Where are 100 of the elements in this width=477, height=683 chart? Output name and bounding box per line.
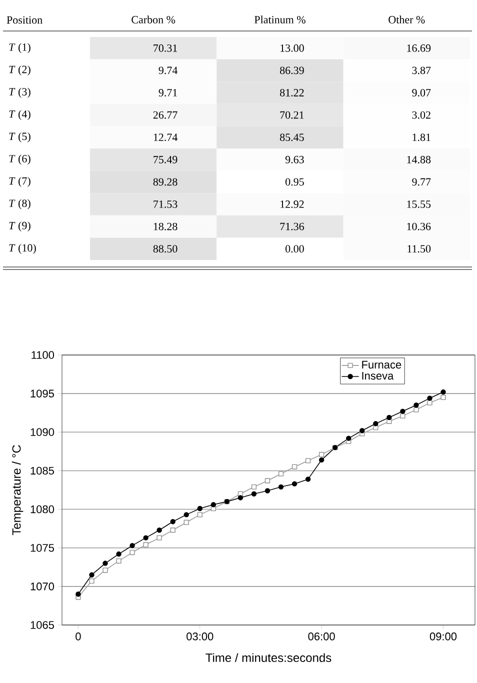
point — [210, 502, 216, 508]
data-label: 3.87 — [412, 66, 431, 74]
y-tick-label: 1070 — [30, 582, 54, 590]
point — [170, 528, 176, 533]
y-tick-label: T (4) — [9, 110, 30, 120]
point — [251, 484, 257, 490]
y-tick-label: 1090 — [30, 428, 54, 436]
y-tick-label: T (6) — [9, 154, 30, 165]
data-label: 89.28 — [153, 178, 178, 186]
x-axis-title: Time / minutes:seconds — [206, 653, 332, 662]
legend-label: Furnace — [362, 360, 402, 369]
data-label: 81.22 — [280, 89, 304, 96]
point — [130, 542, 135, 548]
data-label: 1.81 — [412, 134, 430, 142]
y-tick-label: 1095 — [30, 390, 54, 398]
data-label: 9.71 — [158, 89, 177, 96]
y-tick-label: T (2) — [9, 65, 30, 76]
point — [305, 458, 311, 464]
x-tick-label: Other % — [388, 16, 425, 24]
y-tick-label: 1080 — [30, 505, 54, 514]
point — [278, 484, 284, 490]
y-tick-label: 1100 — [32, 351, 54, 359]
data-label: 11.50 — [408, 245, 431, 253]
point — [184, 520, 189, 525]
point — [238, 495, 244, 500]
point — [197, 512, 202, 518]
x-tick-label: 06:00 — [308, 632, 335, 640]
y-tick-label: T (8) — [9, 199, 30, 210]
point — [89, 578, 94, 584]
data-label: 75.49 — [154, 156, 178, 164]
point — [251, 491, 257, 496]
point — [102, 560, 108, 566]
point — [143, 542, 148, 548]
y-tick-label: T (5) — [9, 132, 30, 142]
point — [184, 512, 189, 518]
point — [318, 452, 324, 458]
point — [360, 428, 365, 434]
point — [89, 572, 94, 578]
data-label: 18.28 — [154, 222, 178, 230]
point — [156, 535, 162, 540]
data-label: 9.07 — [412, 89, 431, 96]
x-tick-label: Carbon % — [132, 16, 176, 24]
point — [318, 457, 324, 463]
data-label: 0.00 — [286, 245, 304, 253]
y-tick-label: T (10) — [9, 244, 36, 254]
x-tick-label: 09:00 — [430, 632, 457, 640]
point — [373, 421, 378, 426]
data-label: 16.69 — [407, 44, 431, 52]
data-label: 26.77 — [153, 111, 178, 119]
y-tick-label: 1085 — [30, 466, 54, 475]
point — [400, 408, 406, 414]
point — [414, 407, 419, 412]
data-label: 12.74 — [154, 134, 178, 142]
point — [197, 506, 202, 512]
data-label: 85.45 — [280, 134, 304, 142]
data-label: 14.88 — [407, 156, 431, 164]
data-label: 0.95 — [286, 178, 304, 186]
y-tick-label: T (9) — [9, 222, 30, 232]
point — [386, 414, 392, 420]
data-label: 10.36 — [407, 222, 431, 230]
y-tick-label: T (7) — [9, 176, 30, 187]
point — [305, 476, 311, 482]
point — [264, 478, 270, 484]
x-tick-label: 03:00 — [186, 632, 214, 640]
data-label: 70.21 — [280, 111, 304, 119]
data-label: 9.63 — [285, 156, 304, 164]
y-axis-title: Position — [6, 16, 42, 24]
point — [292, 481, 298, 486]
point — [116, 551, 122, 557]
point — [76, 592, 81, 597]
point — [400, 413, 406, 419]
point — [170, 519, 176, 524]
point — [386, 418, 392, 424]
point — [156, 528, 162, 533]
data-label: 9.77 — [412, 178, 431, 186]
data-label: 15.55 — [407, 200, 431, 208]
x-tick-label: 0 — [76, 632, 81, 640]
data-label: 13.00 — [280, 44, 304, 52]
data-label: 88.50 — [153, 245, 178, 253]
point — [292, 464, 298, 470]
point — [440, 389, 446, 395]
y-tick-label: T (3) — [9, 88, 30, 98]
point — [264, 488, 270, 494]
point — [346, 436, 352, 441]
point — [116, 558, 122, 564]
y-axis-title: Temperature / °C — [12, 445, 24, 536]
point — [427, 396, 432, 401]
point — [102, 568, 108, 573]
data-label: 86.39 — [280, 66, 304, 74]
point — [427, 400, 432, 406]
point — [414, 402, 419, 408]
data-label: 70.31 — [154, 44, 177, 52]
data-label: 71.36 — [280, 222, 304, 230]
y-tick-label: 1065 — [30, 621, 54, 629]
data-label: 9.74 — [158, 66, 178, 74]
data-label: 12.92 — [280, 200, 304, 208]
data-label: 71.53 — [154, 200, 178, 208]
data-label: 3.02 — [412, 111, 430, 119]
point — [130, 550, 135, 556]
y-tick-label: 1075 — [30, 544, 54, 552]
